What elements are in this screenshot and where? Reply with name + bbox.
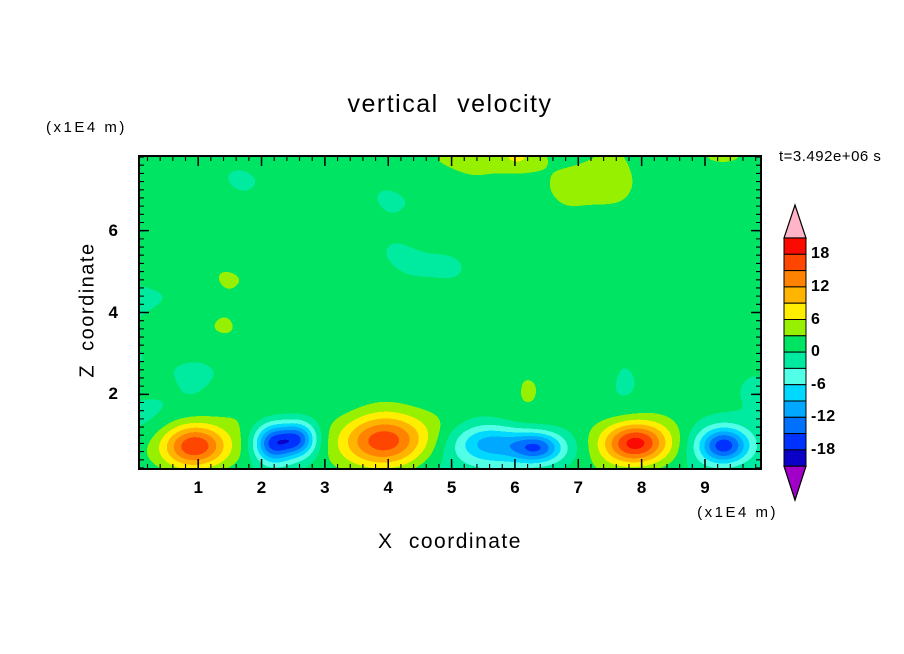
contour-field-canvas [138,155,762,470]
colorbar-band [783,335,807,353]
z-tick-label: 4 [108,302,118,322]
plot-title: vertical velocity [347,90,553,118]
colorbar-label: -6 [811,375,827,393]
z-tick-label: 6 [108,220,118,240]
x-tick-label: 3 [320,478,330,497]
x-tick-label: 6 [510,478,520,497]
colorbar-band [783,400,807,418]
colorbar-band [783,449,807,467]
colorbar-label: 18 [811,245,830,263]
colorbar-label: 6 [811,310,821,328]
colorbar-band [783,351,807,369]
colorbar-band [783,433,807,451]
x-tick-label: 9 [700,478,710,497]
x-tick-label: 5 [446,478,457,497]
colorbar-label: -18 [811,440,836,458]
colorbar-over-arrow [783,203,807,239]
colorbar-band [783,367,807,386]
colorbar-band [783,237,807,255]
time-stamp-label: t=3.492e+06 s [779,148,882,165]
colorbar-under-arrow [783,465,807,503]
x-axis-label: X coordinate [378,530,522,553]
colorbar-label: 0 [811,343,821,361]
colorbar-band [783,416,807,435]
x-tick-label: 7 [573,478,584,497]
x-tick-label: 4 [383,478,393,497]
colorbar-band [783,253,807,272]
colorbar [782,203,808,503]
colorbar-band [783,270,807,288]
x-tick-label: 1 [193,478,203,497]
z-axis-unit-label: (x1E4 m) [46,119,127,136]
x-tick-label: 2 [256,478,267,497]
colorbar-band [783,302,807,320]
x-axis-unit-label: (x1E4 m) [697,504,778,521]
colorbar-band [783,286,807,304]
z-tick-label: 2 [108,384,118,404]
x-tick-label: 8 [636,478,647,497]
colorbar-svg [783,203,807,503]
colorbar-label: -12 [811,408,836,426]
colorbar-band [783,319,807,337]
colorbar-band [783,384,807,402]
colorbar-label: 12 [811,277,830,295]
